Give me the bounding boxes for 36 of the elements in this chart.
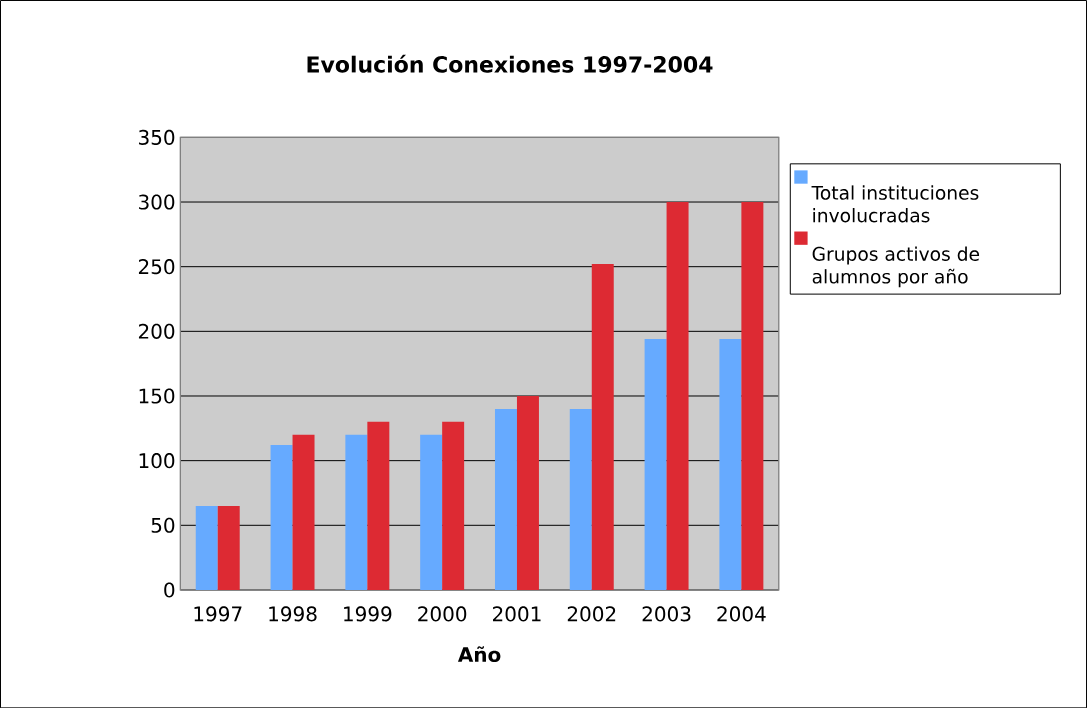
y-tick-label: 300	[139, 194, 175, 210]
bar	[292, 434, 315, 590]
bar	[367, 421, 390, 590]
bar	[741, 201, 764, 590]
x-tick-label: 2002	[567, 606, 616, 622]
y-tick-label: 0	[164, 582, 175, 598]
legend-label: Grupos activos de alumnos por año	[812, 246, 980, 288]
bar	[719, 338, 742, 590]
bar	[217, 505, 240, 590]
bar	[270, 444, 293, 590]
x-tick-label: 2004	[717, 606, 766, 622]
x-tick-label: 2001	[493, 606, 541, 622]
chart-title: Evolución Conexiones 1997-2004	[307, 54, 713, 73]
bar	[345, 434, 368, 590]
y-tick-label: 200	[138, 323, 175, 339]
bar	[569, 408, 592, 590]
x-tick-label: 1998	[269, 606, 317, 622]
bar	[516, 395, 539, 590]
y-tick-label: 150	[139, 388, 175, 404]
legend-label: Total instituciones involucradas	[811, 185, 979, 223]
y-tick-label: 250	[138, 258, 175, 275]
y-tick-label: 350	[139, 129, 175, 145]
bar	[494, 408, 517, 590]
bar	[666, 201, 689, 590]
x-tick-label: 1997	[194, 606, 242, 622]
bar	[420, 434, 443, 590]
x-tick-label: 1999	[344, 606, 392, 622]
x-tick-label: 2003	[642, 606, 691, 622]
bar	[195, 505, 218, 590]
bar	[442, 421, 465, 590]
y-tick-label: 100	[139, 452, 175, 469]
y-tick-label: 50	[151, 517, 175, 533]
x-axis-title: Año	[457, 646, 501, 662]
x-tick-label: 2000	[418, 606, 467, 622]
bar	[644, 338, 667, 590]
bar	[591, 263, 614, 590]
